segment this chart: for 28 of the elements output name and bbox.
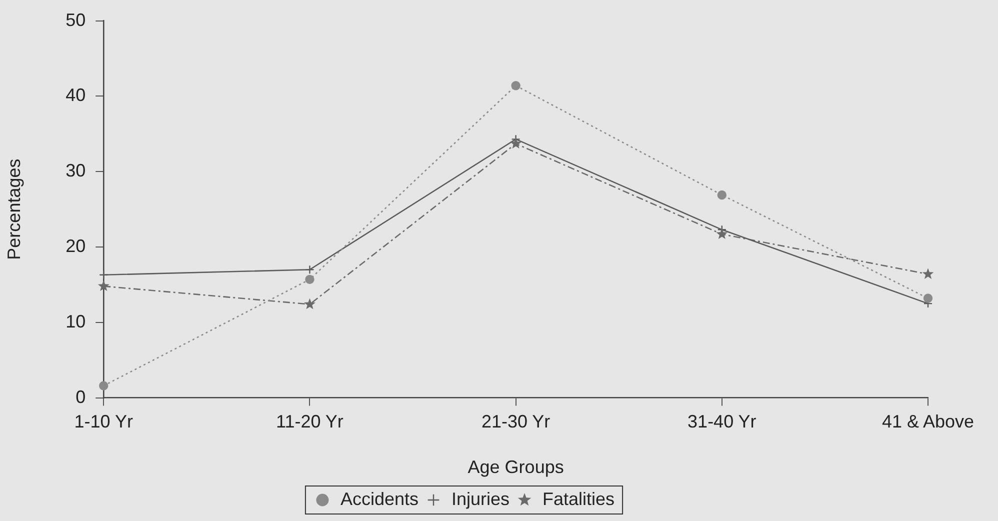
point [304,298,316,310]
point [99,381,108,390]
point [923,294,933,303]
point [717,190,727,200]
x-tick-label: 31-40 Yr [688,412,756,432]
y-tick-label: 30 [66,160,86,181]
point [305,274,314,284]
point [99,270,108,280]
point [511,81,520,90]
x-tick-label: 41 & Above [882,412,974,432]
x-tick-label: 21-30 Yr [481,412,550,432]
legend-label: Injuries [451,488,510,509]
y-tick-label: 40 [66,85,86,106]
point [305,265,314,274]
y-axis-title: Percentages [4,158,24,260]
x-tick-label: 1-10 Yr [74,412,133,432]
point [716,228,728,240]
legend-label: Fatalities [542,488,615,509]
y-tick-label: 0 [76,386,86,407]
point [98,280,110,292]
x-tick-label: 11-20 Yr [276,412,344,432]
point [510,138,522,149]
y-tick-label: 10 [66,311,86,332]
y-tick-label: 20 [66,236,86,256]
legend-label: Accidents [340,488,418,509]
point [922,268,934,279]
x-axis-title: Age Groups [468,457,564,478]
y-tick-label: 50 [66,10,86,30]
